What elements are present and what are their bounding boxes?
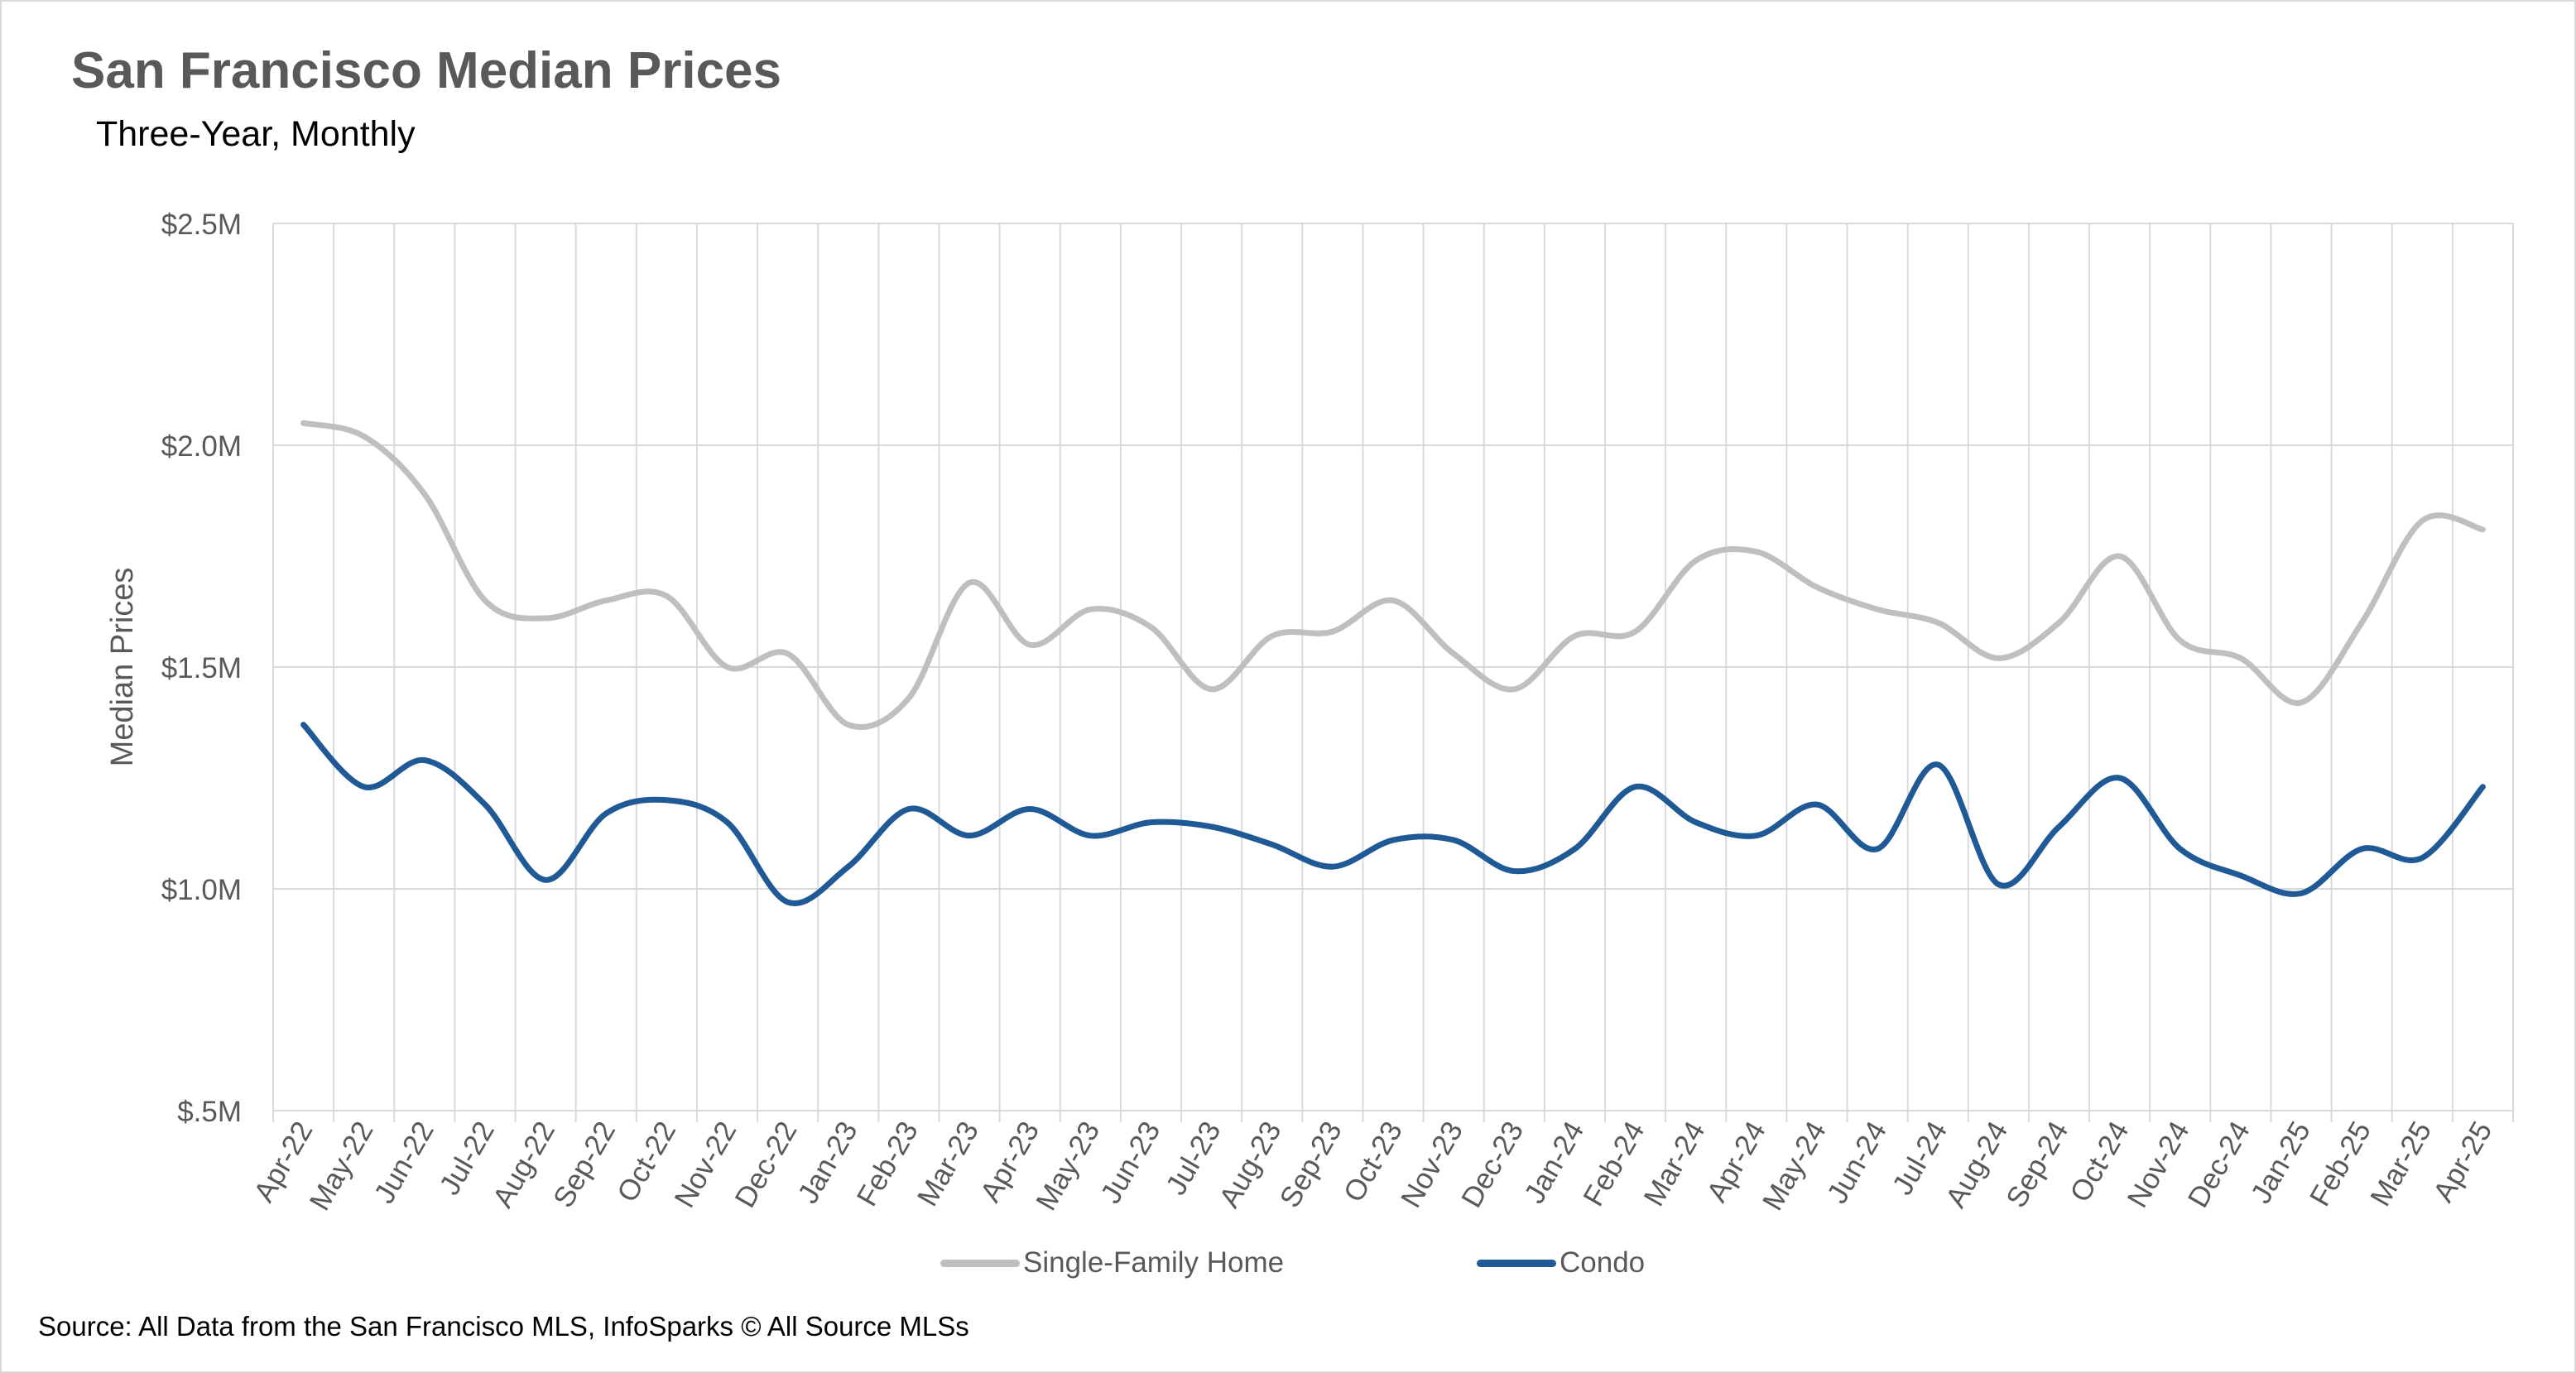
x-tick-label: Apr-25 <box>2427 1116 2498 1207</box>
x-tick-label: Mar-25 <box>2364 1116 2438 1212</box>
chart-title: San Francisco Median Prices <box>71 42 782 99</box>
legend-label-condo: Condo <box>1560 1246 1646 1279</box>
y-tick-label: $2.0M <box>161 430 242 463</box>
x-tick-label: Mar-24 <box>1637 1116 1711 1212</box>
series-line-condo <box>300 722 2486 907</box>
legend-swatch-condo <box>1477 1259 1556 1267</box>
y-tick-label: $2.5M <box>161 209 242 241</box>
legend-label-single-family: Single-Family Home <box>1023 1246 1285 1279</box>
x-tick-label: Jun-23 <box>1094 1116 1166 1209</box>
legend: Single-Family Home Condo <box>0 1246 2576 1288</box>
x-tick-label: Jul-23 <box>1160 1116 1227 1201</box>
x-tick-label: Jun-22 <box>368 1116 440 1209</box>
x-tick-label: Jul-24 <box>1886 1116 1954 1201</box>
source-note: Source: All Data from the San Francisco … <box>38 1311 969 1342</box>
x-tick-label: Jul-22 <box>433 1116 500 1201</box>
y-tick-label: $1.0M <box>161 874 242 906</box>
axes: $.5M$1.0M$1.5M$2.0M$2.5MApr-22May-22Jun-… <box>161 209 2514 1216</box>
series-line-single-family-home <box>300 420 2486 731</box>
gridlines <box>272 223 2514 1111</box>
y-tick-label: $.5M <box>177 1096 242 1128</box>
series-lines <box>300 420 2486 907</box>
y-axis-label: Median Prices <box>105 568 140 767</box>
legend-item-single-family: Single-Family Home <box>940 1246 1284 1279</box>
x-tick-label: Mar-23 <box>911 1116 985 1212</box>
legend-swatch-single-family <box>940 1259 1020 1267</box>
chart-subtitle: Three-Year, Monthly <box>96 114 416 154</box>
y-tick-label: $1.5M <box>161 652 242 684</box>
x-tick-label: Jun-24 <box>1821 1116 1893 1209</box>
legend-item-condo: Condo <box>1477 1246 1645 1279</box>
